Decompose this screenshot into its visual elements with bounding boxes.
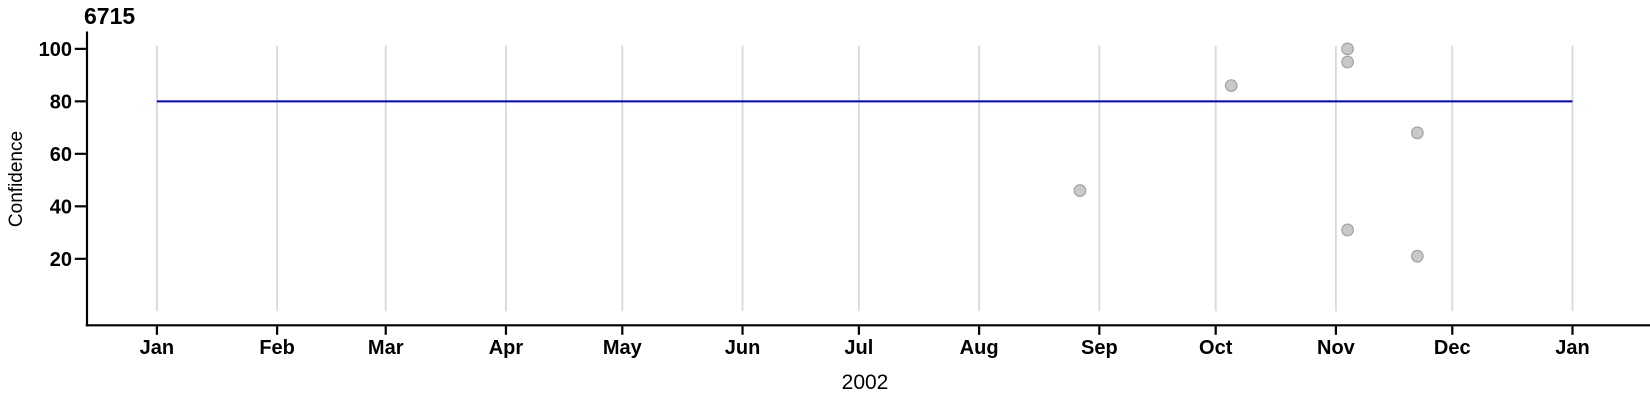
x-tick-label: Jul: [844, 337, 873, 359]
x-tick-label: Mar: [368, 337, 404, 359]
data-point-layer: [1073, 42, 1424, 263]
y-tick-label: 20: [50, 249, 72, 271]
chart-title: 6715: [84, 3, 135, 29]
x-tick-label: Feb: [259, 337, 295, 359]
x-axis-label: 2002: [842, 371, 889, 394]
x-tick-label: Apr: [489, 337, 524, 359]
x-tick-label: Aug: [960, 337, 999, 359]
y-tick-label: 80: [50, 91, 72, 113]
x-tick-label: May: [603, 337, 643, 359]
x-tick-label: Jun: [725, 337, 761, 359]
y-tick-label: 40: [50, 196, 72, 218]
x-tick-label: Oct: [1199, 337, 1233, 359]
x-tick-label: Jan: [140, 337, 174, 359]
data-point: [1073, 184, 1087, 197]
tick-layer: [74, 47, 1574, 335]
y-tick-label: 60: [50, 144, 72, 166]
y-tick-label: 100: [39, 39, 72, 61]
data-point: [1341, 223, 1354, 237]
x-tick-label: Sep: [1081, 337, 1118, 359]
y-axis-label: Confidence: [6, 131, 27, 227]
data-point: [1341, 55, 1354, 69]
x-tick-label: Nov: [1317, 337, 1356, 359]
x-tick-label: Dec: [1434, 337, 1471, 359]
gridline-layer: [155, 45, 1574, 312]
x-tick-label: Jan: [1555, 337, 1589, 359]
axis-layer: [85, 31, 1650, 327]
tick-label-layer: Jan Feb Mar Apr May Jun Jul Aug Sep Oct Nov Dec Jan 2…: [39, 39, 1590, 359]
data-point: [1410, 126, 1424, 140]
data-point: [1224, 79, 1238, 92]
data-point: [1341, 42, 1354, 56]
data-point: [1410, 249, 1424, 263]
